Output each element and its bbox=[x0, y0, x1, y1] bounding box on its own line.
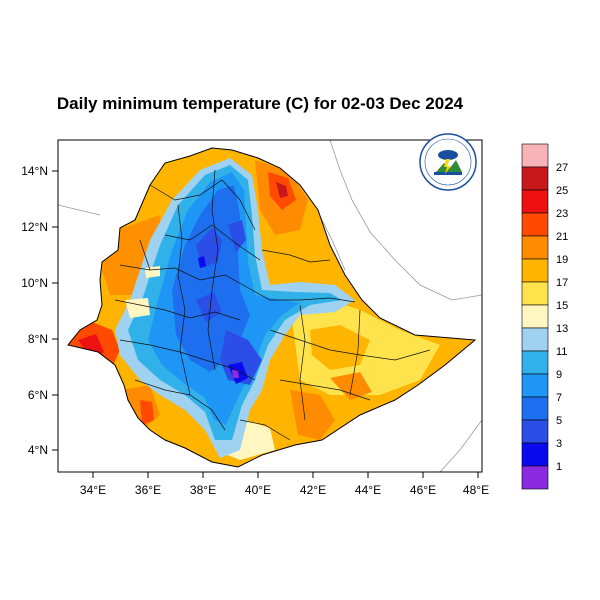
lat-tick-label: 14°N bbox=[21, 164, 48, 178]
lon-axis: 34°E 36°E 38°E 40°E 42°E 44°E 46°E 48°E bbox=[80, 472, 489, 497]
colorbar-swatch bbox=[521, 373, 549, 398]
plot-frame bbox=[57, 139, 483, 473]
colorbar-swatch bbox=[521, 442, 549, 467]
colorbar-swatch bbox=[521, 212, 549, 237]
lat-axis: 14°N 12°N 10°N 8°N 6°N 4°N bbox=[21, 164, 58, 457]
admin-boundaries bbox=[114, 169, 431, 441]
colorbar-label: 13 bbox=[556, 323, 568, 335]
lat-tick-label: 6°N bbox=[28, 388, 48, 402]
colorbar-label: 5 bbox=[556, 415, 562, 427]
colorbar-label: 7 bbox=[556, 392, 562, 404]
colorbar-swatch bbox=[521, 419, 549, 444]
page-title: Daily minimum temperature (C) for 02-03 … bbox=[56, 94, 464, 113]
colorbar-label: 19 bbox=[556, 254, 568, 266]
lat-tick-label: 8°N bbox=[28, 332, 48, 346]
colorbar-label: 27 bbox=[556, 162, 568, 174]
lon-tick-label: 48°E bbox=[463, 483, 489, 497]
colorbar-swatch bbox=[521, 396, 549, 421]
colorbar-label: 3 bbox=[556, 438, 562, 450]
lon-tick-label: 46°E bbox=[410, 483, 436, 497]
colorbar-swatch bbox=[521, 143, 549, 168]
lon-tick-label: 44°E bbox=[355, 483, 381, 497]
colorbar-label: 1 bbox=[556, 461, 562, 473]
colorbar-label: 11 bbox=[556, 346, 567, 358]
country-outline bbox=[67, 147, 477, 468]
colorbar-swatch bbox=[521, 258, 549, 283]
colorbar-swatch bbox=[521, 281, 549, 306]
lat-tick-label: 12°N bbox=[21, 220, 48, 234]
lon-tick-label: 38°E bbox=[190, 483, 216, 497]
colorbar-swatch bbox=[521, 327, 549, 352]
lon-tick-label: 40°E bbox=[245, 483, 271, 497]
colorbar-label: 25 bbox=[556, 185, 568, 197]
lon-tick-label: 36°E bbox=[135, 483, 161, 497]
colorbar-swatch bbox=[521, 465, 549, 490]
colorbar-swatch bbox=[521, 235, 549, 260]
colorbar-label: 9 bbox=[556, 369, 562, 381]
colorbar-label: 21 bbox=[556, 231, 568, 243]
colorbar: 27 25 23 21 19 17 15 13 11 9 7 5 3 1 bbox=[521, 143, 568, 490]
colorbar-swatch bbox=[521, 166, 549, 191]
meteorology-agency-logo-icon bbox=[419, 133, 477, 191]
colorbar-swatch bbox=[521, 350, 549, 375]
lon-tick-label: 42°E bbox=[300, 483, 326, 497]
colorbar-label: 23 bbox=[556, 208, 568, 220]
lon-tick-label: 34°E bbox=[80, 483, 106, 497]
colorbar-swatch bbox=[521, 304, 549, 329]
colorbar-label: 17 bbox=[556, 277, 568, 289]
lat-tick-label: 10°N bbox=[21, 276, 48, 290]
lat-tick-label: 4°N bbox=[28, 443, 48, 457]
colorbar-swatch bbox=[521, 189, 549, 214]
colorbar-label: 15 bbox=[556, 300, 568, 312]
